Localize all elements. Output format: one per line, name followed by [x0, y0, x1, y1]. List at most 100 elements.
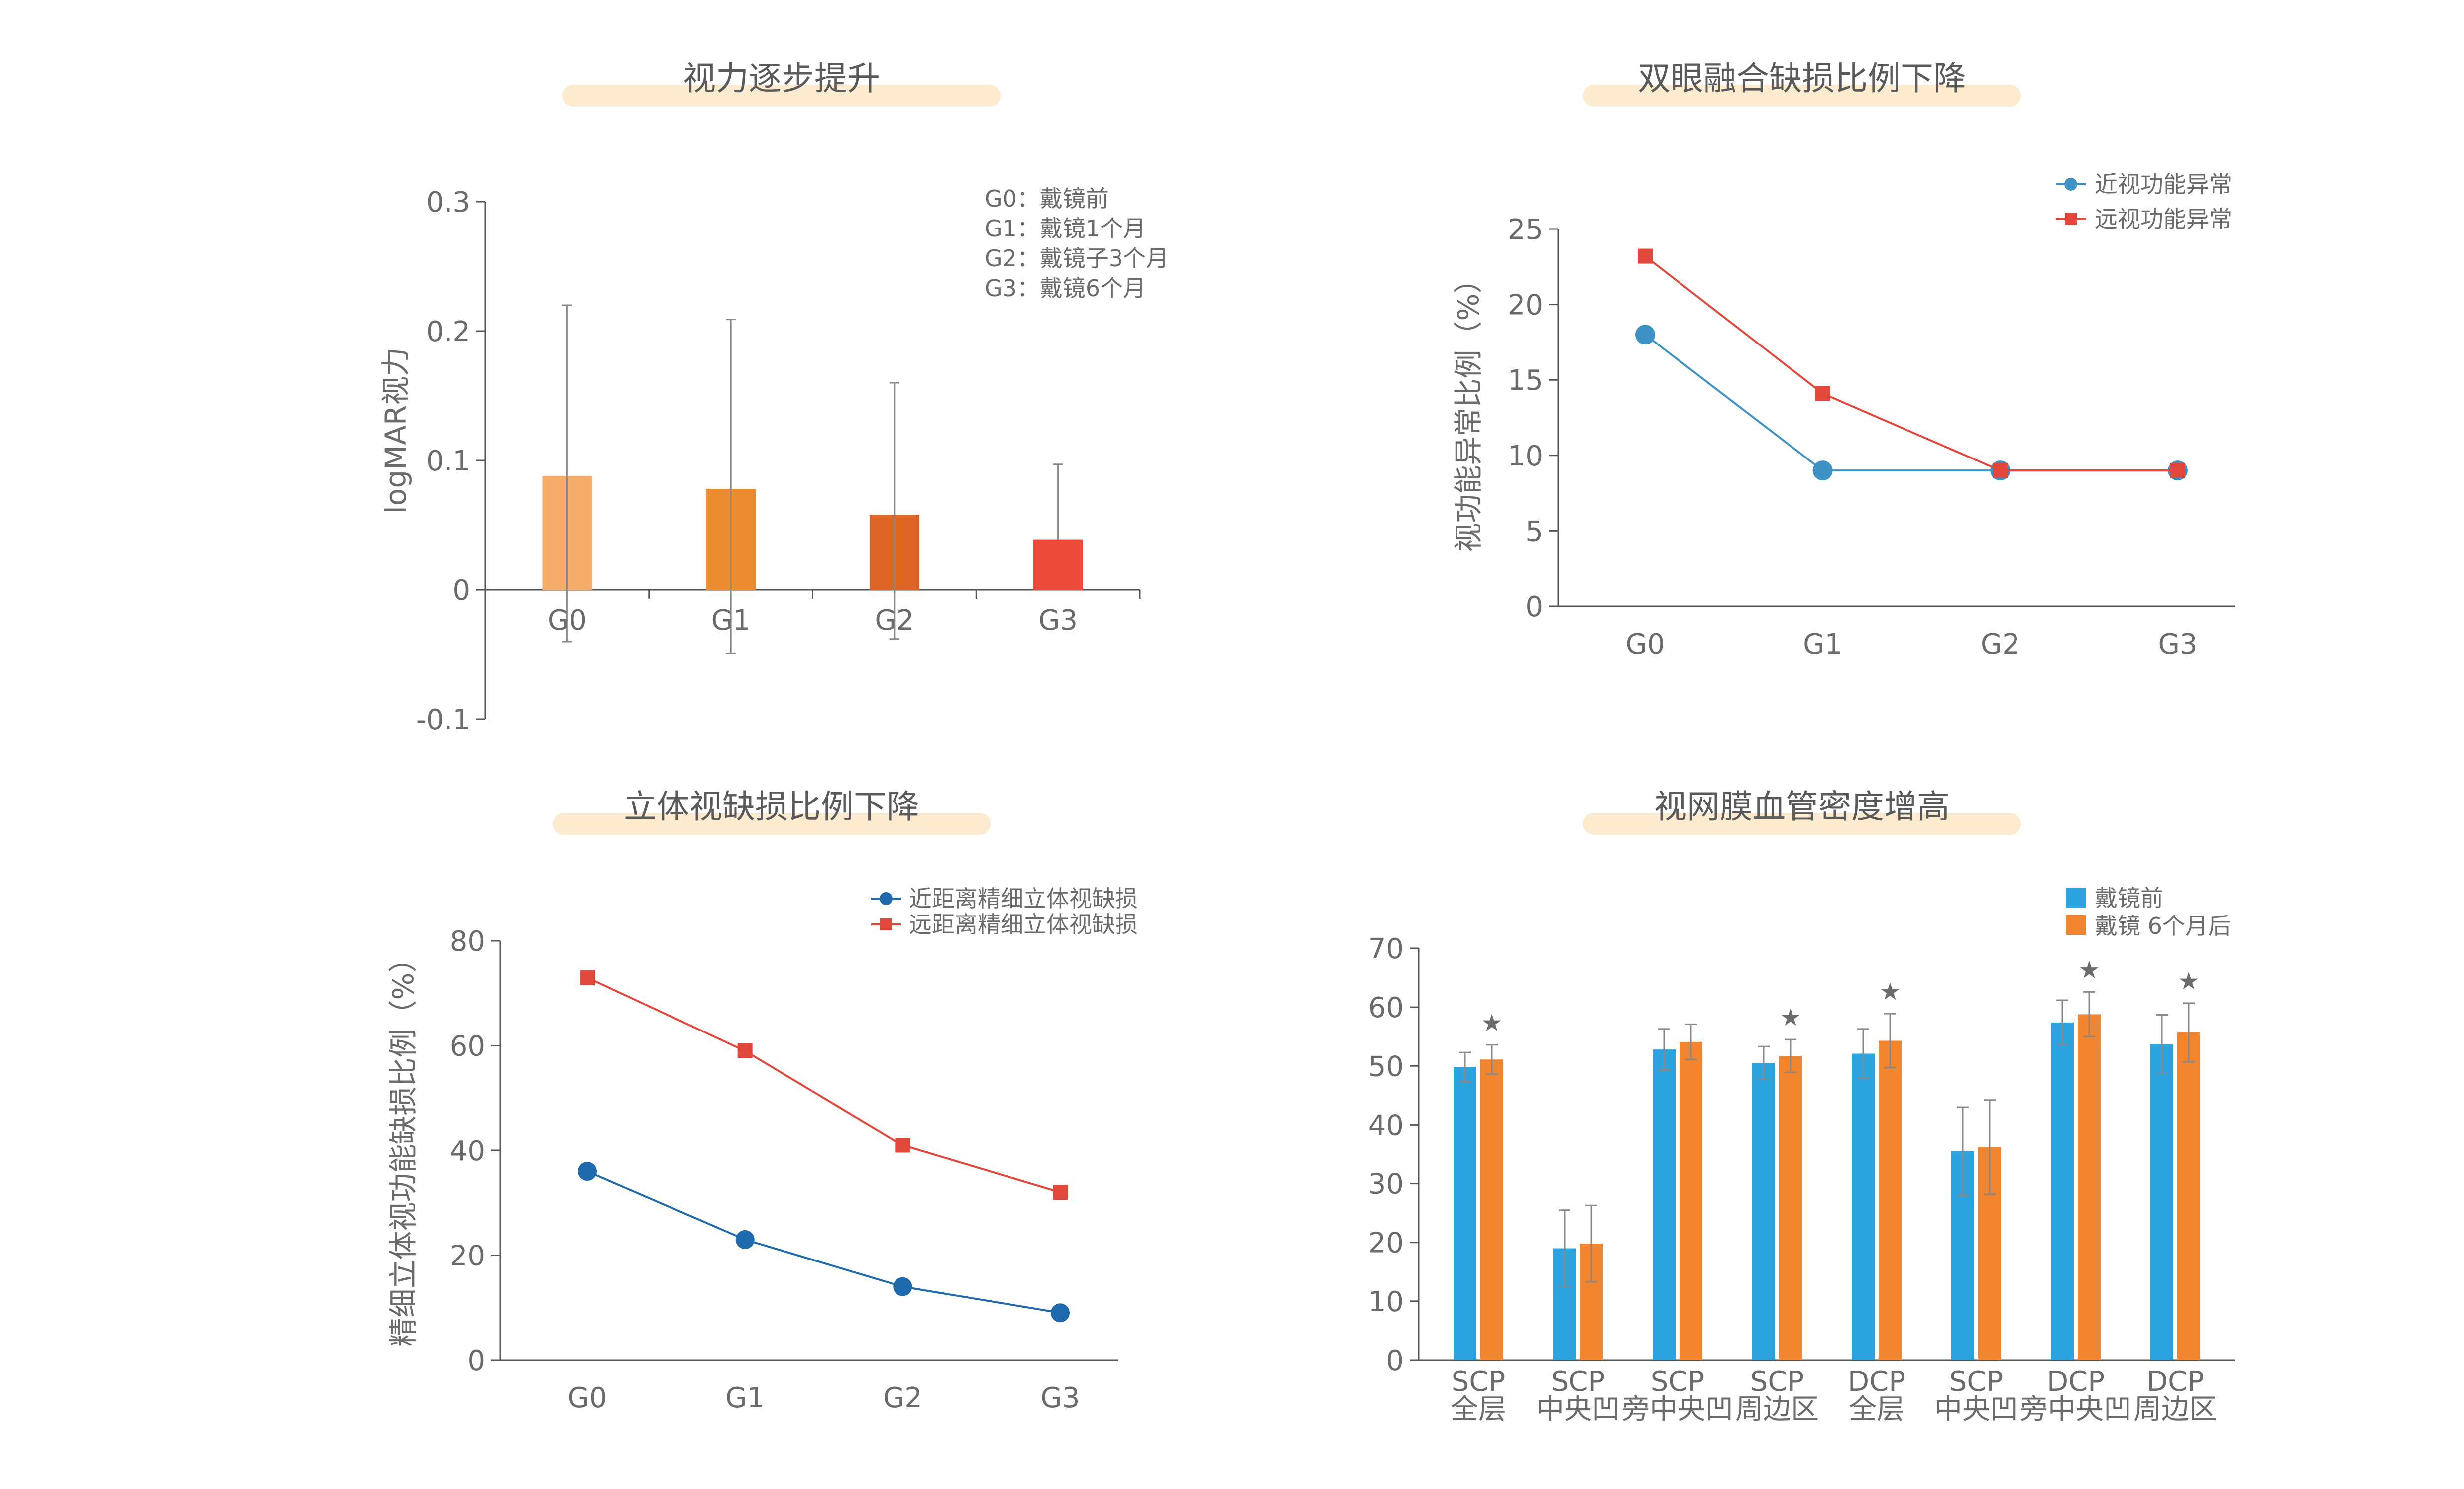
- p2-y-tick-label: 5: [1525, 515, 1543, 548]
- legend-near-dysfunction-marker: [2064, 178, 2077, 191]
- p1-y-tick-label: 0: [452, 574, 470, 607]
- p2-point-1-3: [2170, 463, 2185, 478]
- panel-binocular-fusion: 双眼融合缺损比例下降 视功能异常比例（%） 近视功能异常 远视功能异常 25 20…: [1452, 59, 2235, 661]
- p3-point-0-3: [1051, 1303, 1070, 1323]
- panel-2-title: 双眼融合缺损比例下降: [1638, 59, 1966, 98]
- p2-point-0-1: [1812, 460, 1833, 481]
- p4-y-tick-label: 10: [1368, 1286, 1404, 1318]
- p4-bar-0-3: [1752, 1063, 1775, 1360]
- p3-point-0-0: [578, 1162, 597, 1181]
- p2-y-tick-label: 20: [1508, 289, 1543, 322]
- note-g0: G0：戴镜前: [985, 185, 1109, 212]
- panel-4-plot: 706050403020100★SCP全层SCP中央凹SCP旁中央凹★SCP周边…: [1368, 933, 2235, 1426]
- panel-retinal-vessel-density: 视网膜血管密度增高 戴镜前 戴镜 6个月后 70 60 50 40 30 20 10 0 ★ SC…: [1368, 788, 2235, 1426]
- p4-bar-1-7: [2177, 1032, 2200, 1360]
- panel-4-title: 视网膜血管密度增高: [1654, 788, 1950, 826]
- panel-3-legend: 近距离精细立体视缺损 远距离精细立体视缺损: [871, 885, 1138, 938]
- p2-x-tick-label-G0: G0: [1625, 628, 1665, 661]
- panel-4-legend: 戴镜前 戴镜 6个月后: [2066, 885, 2231, 939]
- legend-before-swatch: [2066, 888, 2086, 908]
- p4-y-tick-label: 40: [1368, 1109, 1404, 1142]
- p4-bar-0-0: [1454, 1067, 1476, 1360]
- p4-bar-1-3: [1779, 1056, 1802, 1360]
- p1-x-tick-label-G0: G0: [548, 604, 587, 637]
- p4-x-tick-label-bottom-0: 全层: [1451, 1393, 1506, 1426]
- p4-x-tick-label-top-7: DCP: [2146, 1366, 2204, 1398]
- legend-far-stereo-marker: [880, 918, 892, 930]
- p2-point-1-1: [1815, 386, 1830, 401]
- legend-far-dysfunction-label: 远视功能异常: [2095, 206, 2232, 232]
- p4-x-tick-label-bottom-4: 全层: [1849, 1393, 1904, 1426]
- panel-3-title-bar: [553, 813, 991, 835]
- p4-x-tick-label-bottom-6: 旁中央凹: [2020, 1393, 2131, 1426]
- p2-x-tick-label-G3: G3: [2158, 628, 2197, 661]
- p2-y-tick-label: 10: [1508, 440, 1543, 472]
- p2-point-1-0: [1638, 248, 1653, 264]
- legend-near-dysfunction-label: 近视功能异常: [2095, 171, 2232, 198]
- p3-y-tick-label: 0: [467, 1345, 485, 1377]
- p4-x-tick-label-top-5: SCP: [1949, 1366, 2003, 1398]
- note-g1: G1：戴镜1个月: [985, 215, 1146, 242]
- p4-x-tick-label-top-3: SCP: [1750, 1366, 1804, 1398]
- panel-3-title: 立体视缺损比例下降: [624, 788, 919, 826]
- p3-y-tick-label: 80: [450, 925, 485, 958]
- p4-bar-0-7: [2150, 1044, 2173, 1360]
- p2-series-line-0: [1644, 334, 2178, 472]
- p4-significance-star-4: ★: [1879, 978, 1901, 1006]
- p1-y-tick-label: 0.1: [426, 445, 470, 477]
- p4-y-tick-label: 70: [1368, 933, 1404, 965]
- p1-bar-G3: [1033, 539, 1083, 590]
- panel-visual-acuity: 视力逐步提升 logMAR视力 G0：戴镜前 G1：戴镜1个月 G2：戴镜子3个…: [379, 59, 1169, 736]
- panel-2-plot: 25 20 15 10 5 0 G0 G1 G2 G3: [1508, 214, 2235, 661]
- p4-significance-star-6: ★: [2078, 956, 2100, 984]
- p2-y-tick-label: 25: [1508, 214, 1543, 246]
- p1-y-tick-label: -0.1: [416, 704, 470, 736]
- p2-x-tick-label-G1: G1: [1803, 628, 1842, 661]
- p2-y-tick-label: 0: [1525, 591, 1543, 623]
- p4-x-tick-label-top-0: SCP: [1452, 1366, 1505, 1398]
- p2-point-0-0: [1635, 325, 1655, 345]
- note-g3: G3：戴镜6个月: [985, 275, 1146, 302]
- panel-1-title: 视力逐步提升: [683, 59, 880, 98]
- p4-y-tick-label: 30: [1368, 1168, 1404, 1201]
- p3-point-1-3: [1053, 1185, 1068, 1200]
- legend-far-dysfunction-marker: [2065, 213, 2077, 225]
- panel-stereopsis: 立体视缺损比例下降 精细立体视功能缺损比例（%） 近距离精细立体视缺损 远距离精…: [386, 788, 1138, 1414]
- p3-point-0-1: [735, 1230, 755, 1249]
- p2-series-line-1: [1644, 255, 2178, 472]
- p4-x-tick-label-top-6: DCP: [2047, 1366, 2105, 1398]
- legend-after-label: 戴镜 6个月后: [2095, 913, 2231, 939]
- p3-point-1-0: [580, 970, 595, 985]
- p4-bar-0-4: [1852, 1053, 1875, 1360]
- p3-series-line-0: [587, 1170, 1061, 1314]
- p4-bar-0-2: [1653, 1049, 1676, 1360]
- p4-x-tick-label-top-1: SCP: [1551, 1366, 1605, 1398]
- legend-near-stereo-label: 近距离精细立体视缺损: [909, 885, 1138, 912]
- p4-x-tick-label-bottom-5: 中央凹: [1934, 1393, 2018, 1426]
- p3-x-tick-label-G2: G2: [883, 1382, 922, 1414]
- panel-2-ylabel: 视功能异常比例（%）: [1452, 264, 1485, 552]
- p2-y-tick-label: 15: [1508, 364, 1543, 397]
- p4-y-tick-label: 60: [1368, 992, 1404, 1024]
- legend-far-stereo-label: 远距离精细立体视缺损: [909, 911, 1138, 938]
- p3-point-1-2: [895, 1138, 910, 1153]
- p4-x-tick-label-bottom-3: 周边区: [1735, 1393, 1819, 1426]
- p3-series-line-1: [587, 976, 1061, 1194]
- p4-bar-1-6: [2078, 1014, 2101, 1360]
- p3-point-1-1: [737, 1043, 753, 1059]
- p2-x-tick-label-G2: G2: [1981, 628, 2020, 661]
- p3-x-tick-label-G1: G1: [725, 1382, 765, 1414]
- p1-y-tick-label: 0.2: [426, 316, 470, 348]
- panel-4-title-bar: [1583, 813, 2021, 835]
- p4-x-tick-label-bottom-2: 旁中央凹: [1622, 1393, 1733, 1426]
- panel-3-plot: 80 60 40 20 0 G0 G1 G2 G3: [450, 925, 1118, 1414]
- note-g2: G2：戴镜子3个月: [985, 245, 1169, 272]
- p4-bar-1-2: [1680, 1041, 1702, 1360]
- p1-y-tick-label: 0.3: [426, 186, 470, 219]
- panel-1-ylabel: logMAR视力: [379, 347, 413, 514]
- p4-y-tick-label: 0: [1386, 1345, 1404, 1377]
- legend-near-stereo-marker: [880, 892, 893, 905]
- p4-bar-1-4: [1879, 1040, 1902, 1360]
- p4-x-tick-label-top-2: SCP: [1651, 1366, 1704, 1398]
- p4-bar-0-6: [2051, 1022, 2074, 1360]
